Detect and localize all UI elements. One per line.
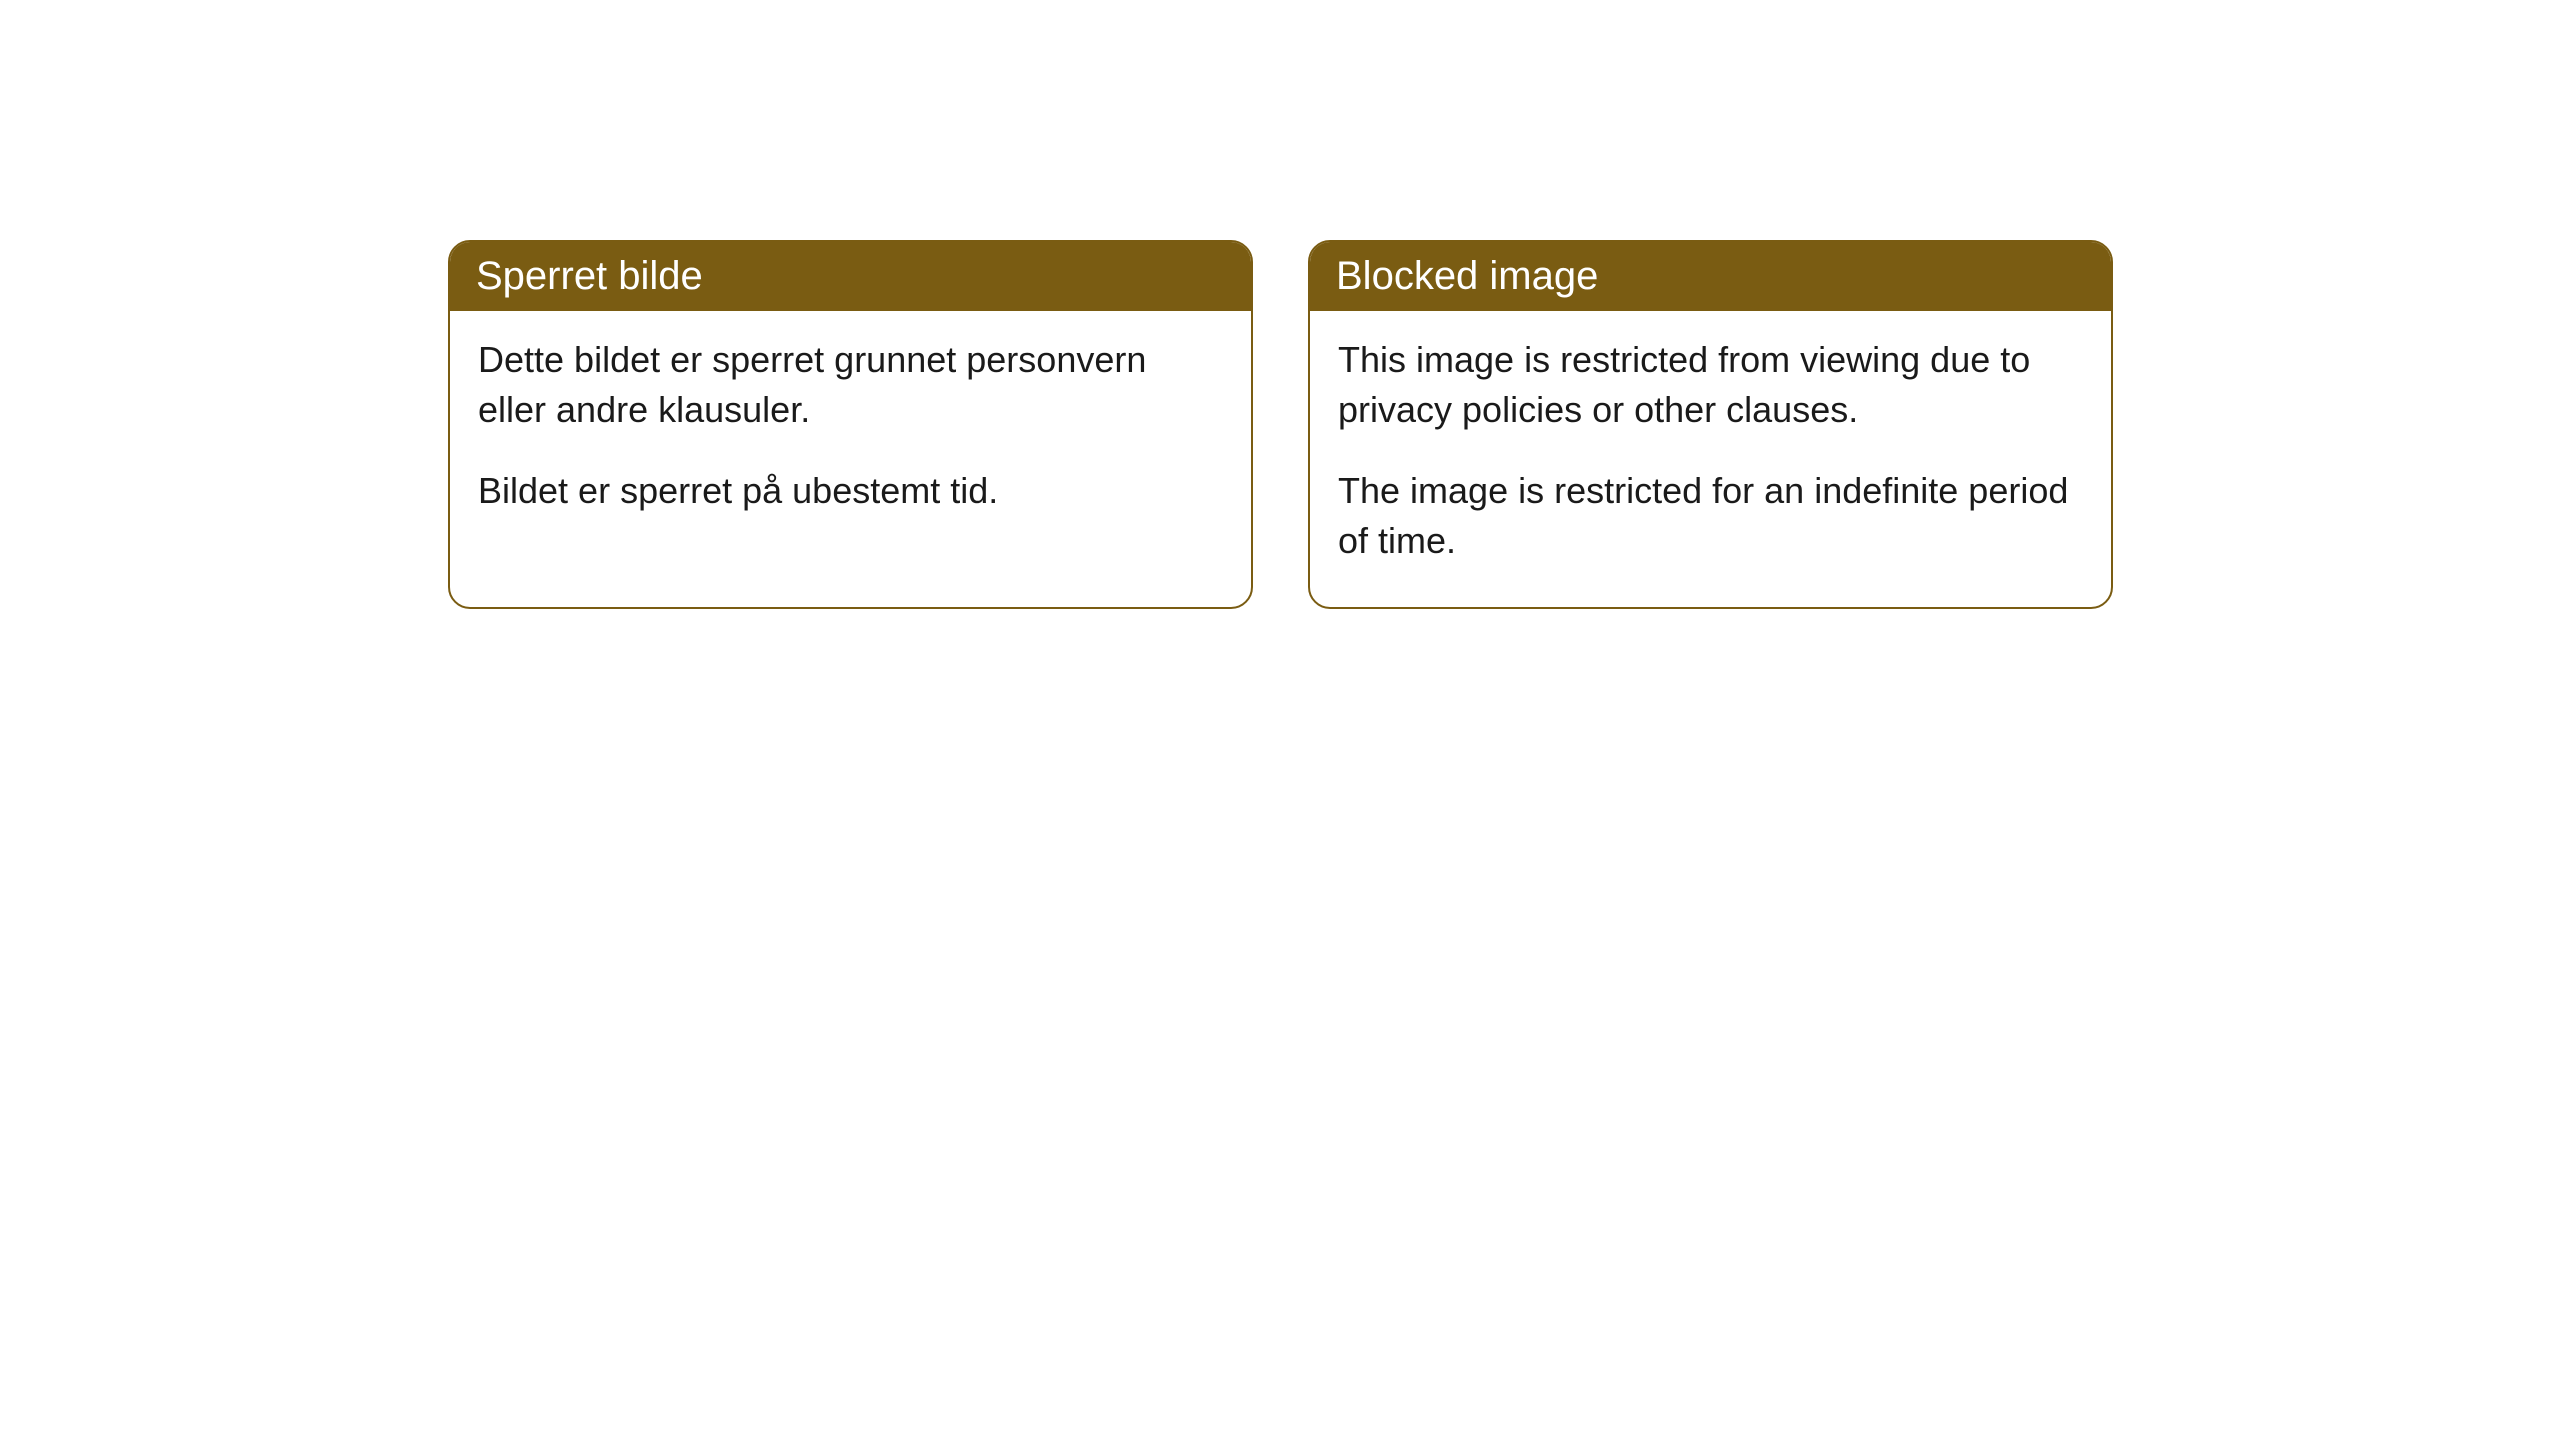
card-title-norwegian: Sperret bilde	[476, 254, 703, 298]
card-english: Blocked image This image is restricted f…	[1308, 240, 2113, 609]
card-header-norwegian: Sperret bilde	[450, 242, 1251, 311]
card-paragraph-2-norwegian: Bildet er sperret på ubestemt tid.	[478, 466, 1223, 516]
card-header-english: Blocked image	[1310, 242, 2111, 311]
card-title-english: Blocked image	[1336, 254, 1598, 298]
card-body-english: This image is restricted from viewing du…	[1310, 311, 2111, 607]
card-paragraph-2-english: The image is restricted for an indefinit…	[1338, 466, 2083, 567]
cards-container: Sperret bilde Dette bildet er sperret gr…	[448, 240, 2560, 609]
card-norwegian: Sperret bilde Dette bildet er sperret gr…	[448, 240, 1253, 609]
card-paragraph-1-english: This image is restricted from viewing du…	[1338, 335, 2083, 436]
card-body-norwegian: Dette bildet er sperret grunnet personve…	[450, 311, 1251, 556]
card-paragraph-1-norwegian: Dette bildet er sperret grunnet personve…	[478, 335, 1223, 436]
